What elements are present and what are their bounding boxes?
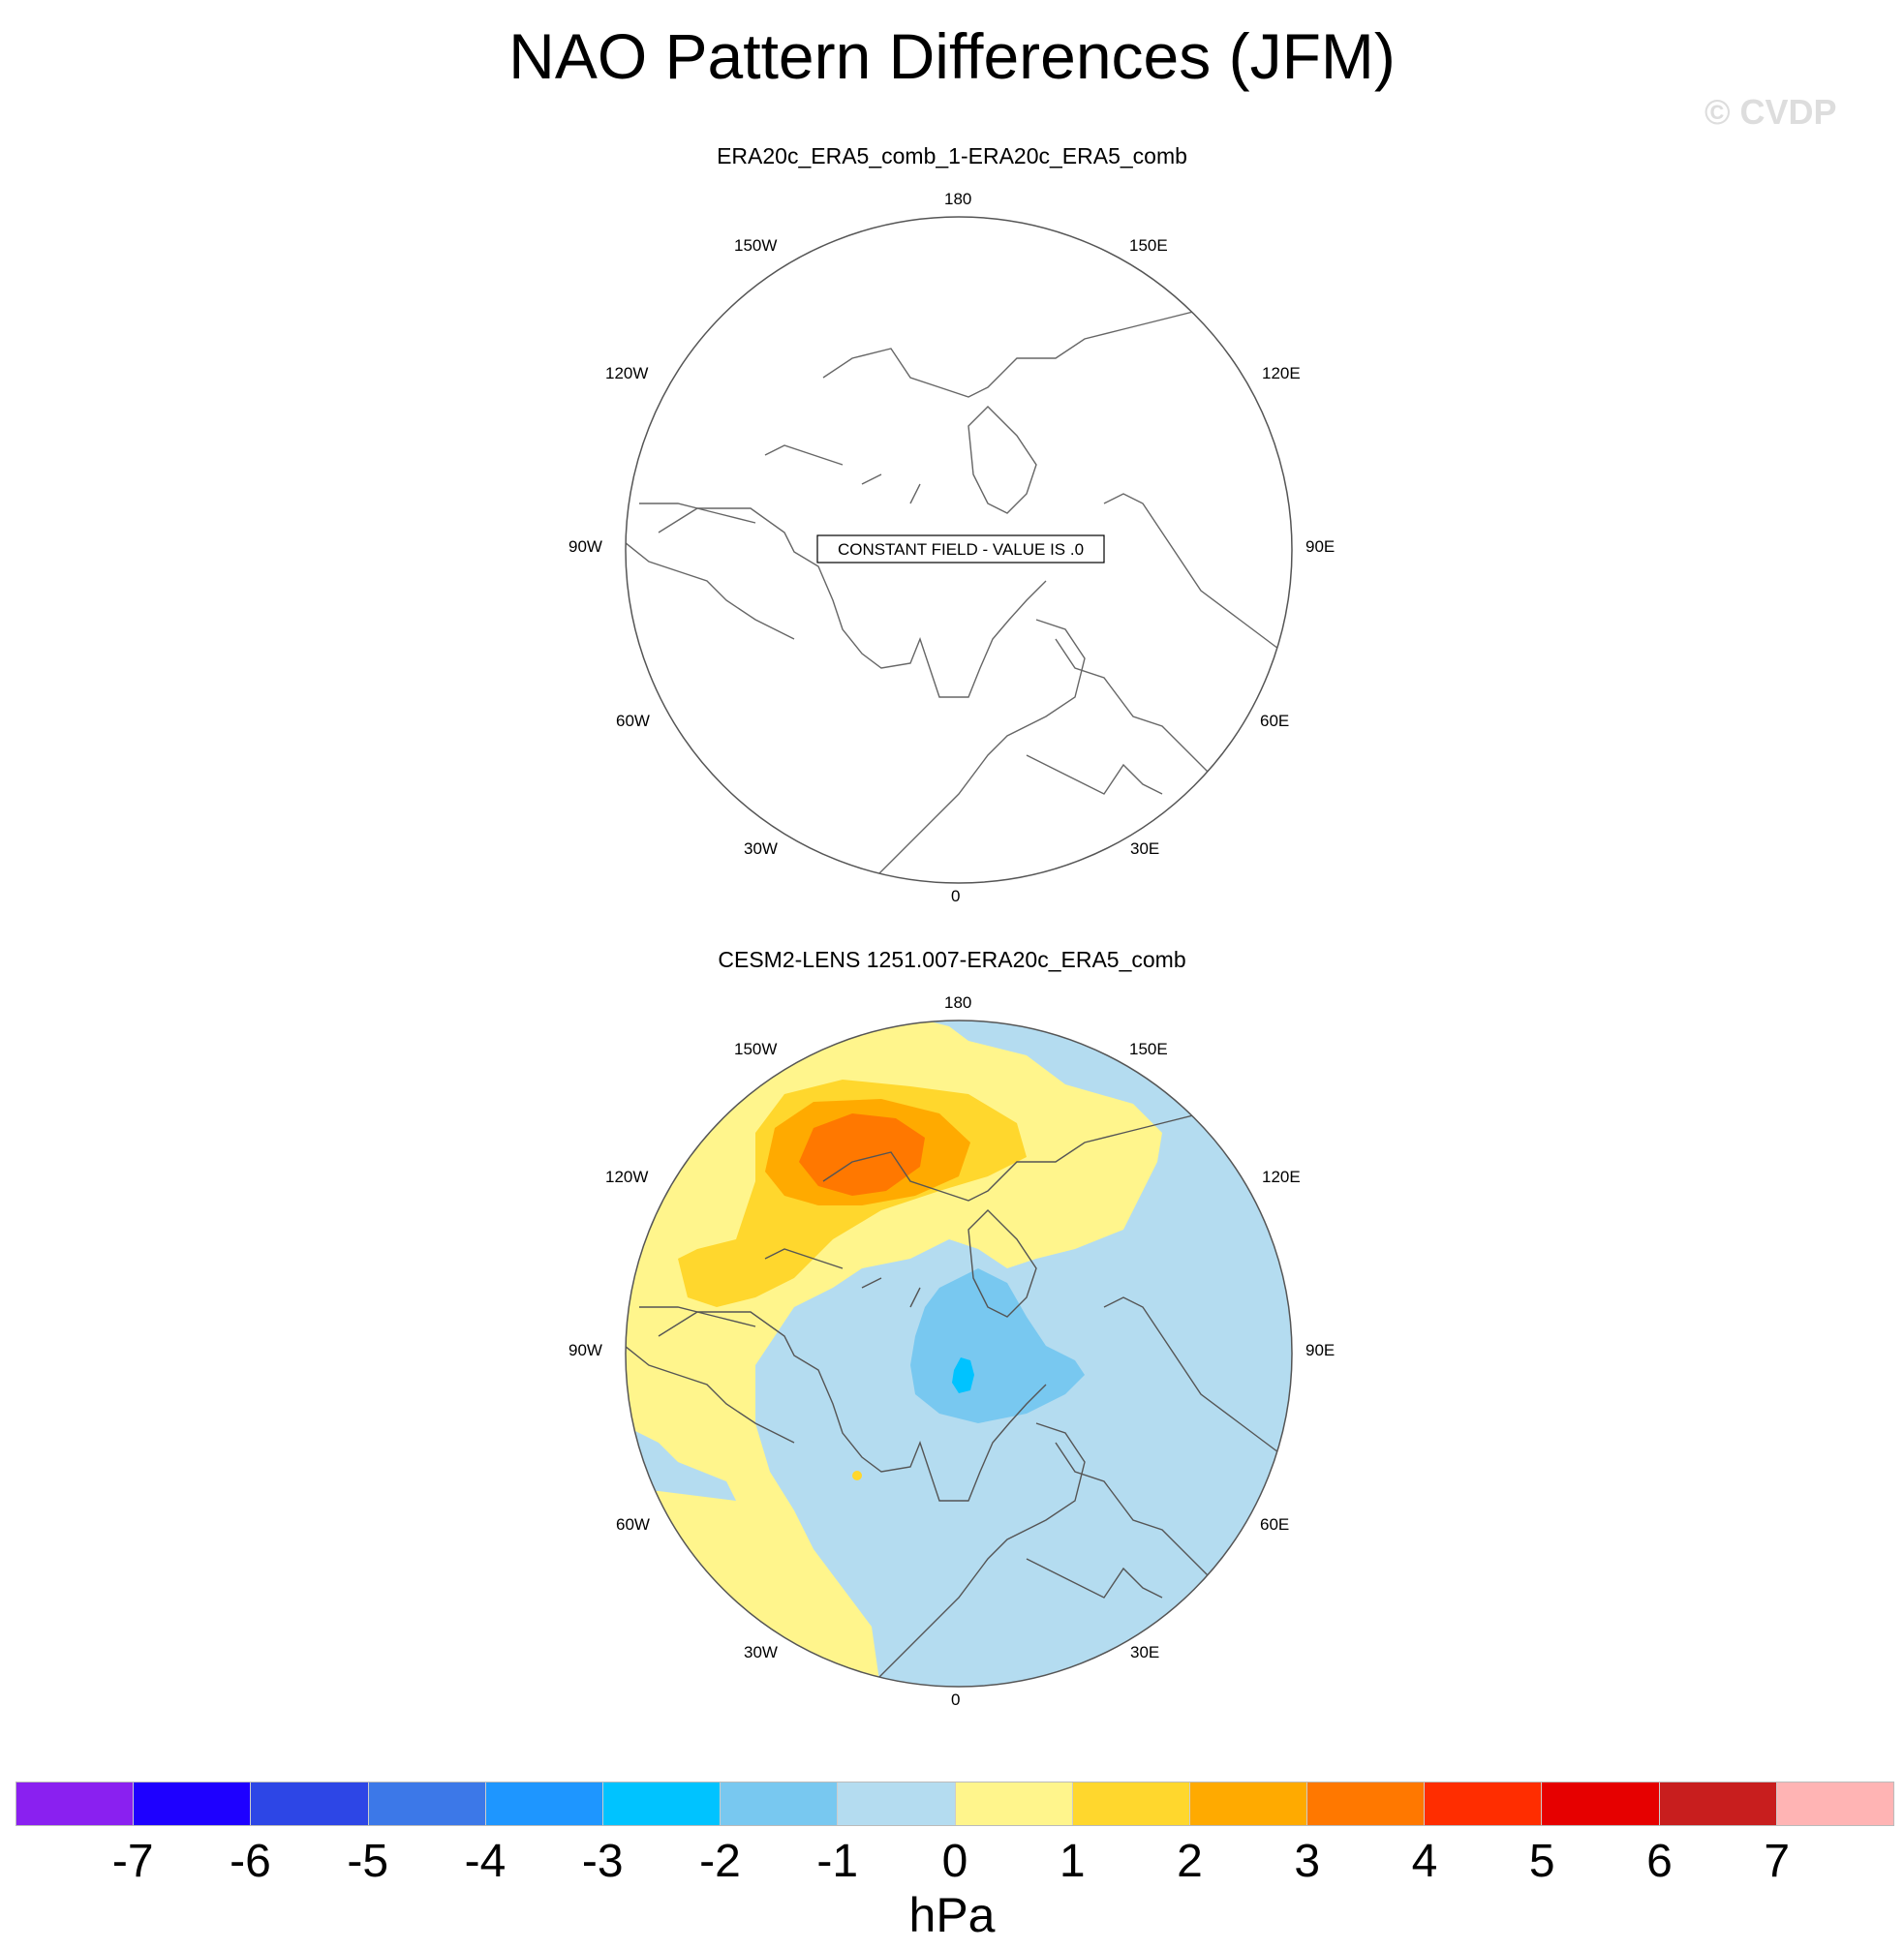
p2-lon-0: 0 [951, 1691, 961, 1709]
colorbar-box [1659, 1782, 1777, 1825]
p2-lon-150e: 150E [1129, 1040, 1168, 1058]
p2-lon-90e: 90E [1305, 1341, 1336, 1359]
colorbar-tick-label: -2 [699, 1836, 741, 1887]
colorbar-tick-label: 4 [1411, 1836, 1438, 1887]
p1-lon-60e: 60E [1260, 712, 1290, 730]
colorbar-tick-label: -6 [230, 1836, 271, 1887]
colorbar-box [1307, 1782, 1426, 1825]
p2-lon-180: 180 [944, 993, 972, 1012]
p2-lon-60w: 60W [616, 1515, 650, 1534]
colorbar-box [1542, 1782, 1660, 1825]
panel2-title: CESM2-LENS 1251.007-ERA20c_ERA5_comb [718, 947, 1186, 972]
colorbar-tick-label: 2 [1177, 1836, 1203, 1887]
p1-lon-90e: 90E [1305, 537, 1336, 556]
p2-lon-90w: 90W [568, 1341, 602, 1359]
p1-lon-30w: 30W [744, 839, 778, 858]
panel2-coastlines [626, 1112, 1289, 1687]
colorbar-box [134, 1782, 252, 1825]
p2-lon-30w: 30W [744, 1643, 778, 1661]
colorbar-box [1072, 1782, 1190, 1825]
colorbar-tick-label: -4 [464, 1836, 507, 1887]
colorbar-box [602, 1782, 722, 1825]
colorbar-tick-label: 6 [1646, 1836, 1673, 1887]
panel1-map-border [625, 216, 1293, 884]
panel2-map-border [625, 1020, 1293, 1688]
panel1-constant-message: CONSTANT FIELD - VALUE IS .0 [838, 540, 1084, 559]
p1-lon-120w: 120W [605, 364, 649, 382]
p1-lon-150e: 150E [1129, 236, 1168, 255]
panel1-message-box [816, 534, 1105, 564]
p1-lon-150w: 150W [734, 236, 778, 255]
p2-lon-60e: 60E [1260, 1515, 1290, 1534]
p1-lon-120e: 120E [1262, 364, 1301, 382]
colorbar-box [485, 1782, 603, 1825]
colorbar-box [368, 1782, 486, 1825]
colorbar-tick-label: -3 [581, 1836, 624, 1887]
colorbar-tick-label: 5 [1528, 1836, 1555, 1887]
colorbar-box [1776, 1782, 1893, 1825]
p2-lon-150w: 150W [734, 1040, 778, 1058]
colorbar-box [251, 1782, 369, 1825]
colorbar-tick-label: -1 [816, 1836, 859, 1887]
colorbar-tick-label: 7 [1764, 1836, 1791, 1887]
colorbar [15, 1782, 1894, 1826]
colorbar-tick-label: 1 [1059, 1836, 1086, 1887]
colorbar-box [1425, 1782, 1543, 1825]
p1-lon-60w: 60W [616, 712, 650, 730]
contour-fill-neg3-neg2 [952, 1357, 974, 1393]
panel2-map [625, 1020, 1293, 1688]
colorbar-box [16, 1782, 135, 1825]
contour-fill-dot [852, 1471, 862, 1480]
colorbar-box [838, 1782, 956, 1825]
colorbar-tick-label: -7 [111, 1836, 154, 1887]
watermark: © CVDP [1704, 92, 1837, 132]
panel1-map: CONSTANT FIELD - VALUE IS .0 [625, 216, 1293, 884]
colorbar-box [955, 1782, 1073, 1825]
colorbar-box [721, 1782, 839, 1825]
p2-lon-120w: 120W [605, 1168, 649, 1186]
figure-title: NAO Pattern Differences (JFM) [508, 20, 1396, 92]
p1-lon-180: 180 [944, 190, 972, 208]
colorbar-units: hPa [908, 1888, 996, 1942]
colorbar-tick-label: -5 [347, 1836, 389, 1887]
colorbar-tick-label: 0 [941, 1836, 968, 1887]
p2-lon-120e: 120E [1262, 1168, 1301, 1186]
colorbar-box [1189, 1782, 1308, 1825]
p1-lon-30e: 30E [1130, 839, 1160, 858]
panel2-contours [626, 1021, 1292, 1687]
contour-fill-3-4 [799, 1113, 925, 1196]
panel1-coastlines [626, 309, 1289, 883]
p2-lon-30e: 30E [1130, 1643, 1160, 1661]
colorbar-tick-label: 3 [1294, 1836, 1321, 1887]
panel1-title: ERA20c_ERA5_comb_1-ERA20c_ERA5_comb [717, 143, 1187, 168]
p1-lon-0: 0 [951, 887, 961, 905]
p1-lon-90w: 90W [568, 537, 602, 556]
